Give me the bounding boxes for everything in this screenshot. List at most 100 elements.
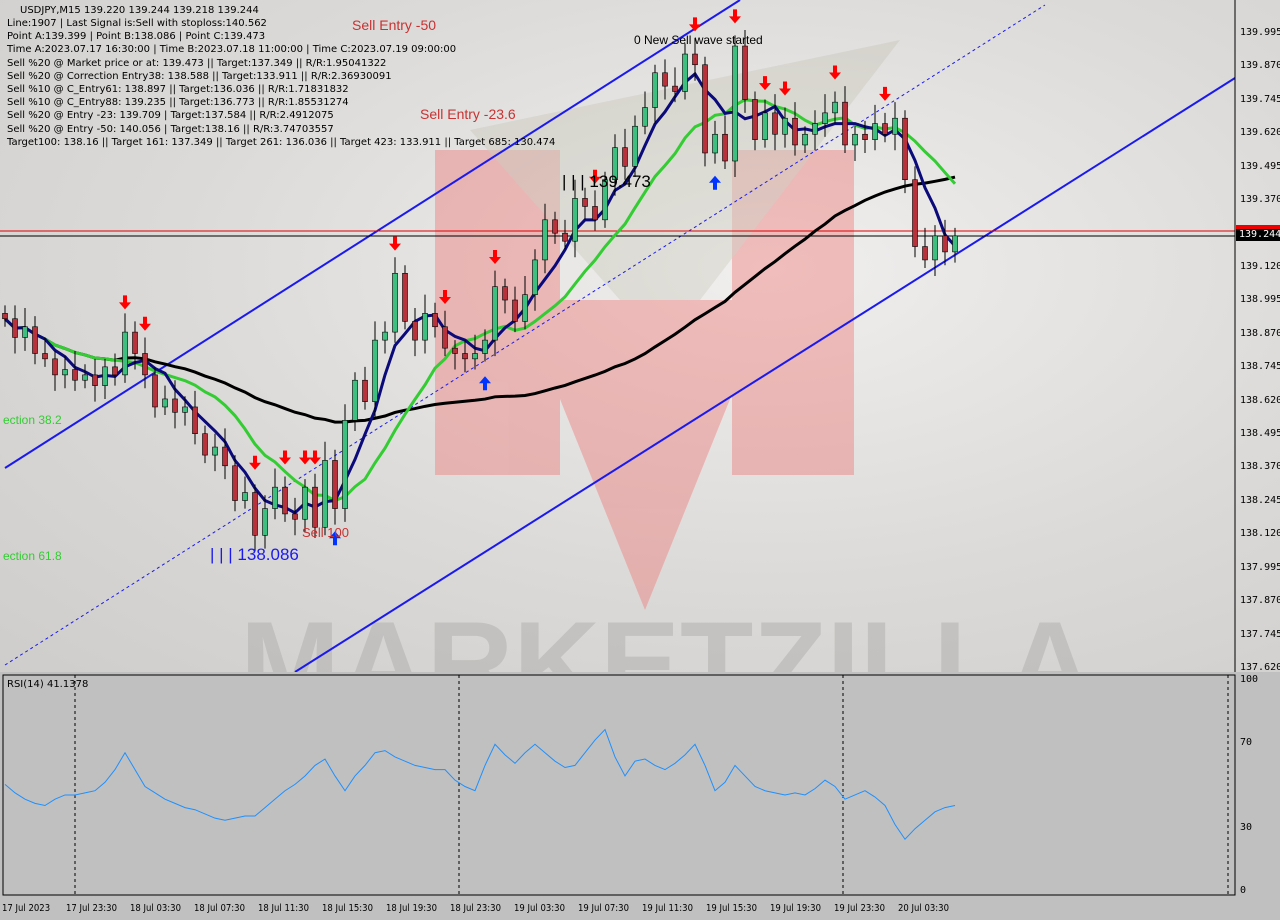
rsi-tick-label: 100 [1240,674,1259,685]
symbol-ohlc-line: USDJPY,M15 139.220 139.244 139.218 139.2… [20,5,259,16]
price-chart-canvas: MARKETZILLA [0,0,1280,672]
candle-body [912,179,918,247]
candle-body [922,246,928,261]
price-tick-label: 139.495 [1240,160,1280,172]
price-chart-pane[interactable]: MARKETZILLA USDJPY,M15 139.220 139.244 1… [0,0,1280,673]
price-tick-label: 139.620 [1240,127,1280,139]
buy-arrow-icon [329,531,341,546]
sell-arrow-icon [589,169,601,184]
candle [612,134,618,196]
price-tick-label: 138.745 [1240,361,1280,373]
candle [412,308,418,357]
candle [192,390,198,445]
signal-info-line: Time A:2023.07.17 16:30:00 | Time B:2023… [7,44,457,56]
time-tick-label: 19 Jul 03:30 [514,903,565,914]
sell-arrow-icon [309,450,321,465]
signal-info-panel: Line:1907 | Last Signal is:Sell with sto… [7,17,555,149]
candle-body [682,53,688,92]
candle-body [522,294,528,322]
candle-body [32,326,38,354]
signal-info-line: Sell %20 @ Market price or at: 139.473 |… [7,57,387,69]
candle-body [62,369,68,376]
sell-arrow-icon [439,290,451,305]
candle [542,203,548,274]
candle-body [592,206,598,221]
candle-body [792,117,798,146]
candle-body [482,339,488,354]
candle-body [652,72,658,108]
candle [622,128,628,180]
time-tick-label: 18 Jul 11:30 [258,903,309,914]
candle-body [442,326,448,349]
candle [782,107,788,148]
time-tick-label: 18 Jul 19:30 [386,903,437,914]
candle-body [252,492,258,536]
candle-body [412,321,418,341]
candle [362,366,368,410]
candle [172,380,178,429]
channel-lower-line [294,77,1236,672]
candle-body [132,331,138,354]
candle [502,278,508,314]
candle [92,358,98,402]
sell-arrow-icon [759,76,771,91]
candle [932,225,938,276]
candle [832,91,838,124]
candle-body [362,379,368,402]
rsi-tick-label: 70 [1240,737,1253,749]
price-tick-label: 138.995 [1240,294,1280,306]
candle-body [902,117,908,181]
sell-arrow-icon [779,81,791,96]
candle-body [622,147,628,167]
point-c-label: | | | 139.473 [562,172,651,191]
candle-body [192,406,198,435]
candle [422,294,428,354]
price-tick-label: 138.120 [1240,528,1280,540]
candle [892,102,898,151]
candle-body [432,313,438,328]
candle-body [182,406,188,413]
candle-body [612,147,618,181]
candle [162,385,168,415]
candle [372,321,378,418]
candle [432,302,438,338]
candle-body [162,398,168,408]
candle [22,308,28,351]
candle-body [22,326,28,338]
candle [182,396,188,426]
signal-info-line: Sell %10 @ C_Entry88: 139.235 || Target:… [7,97,349,109]
buy-arrow-icon [709,175,721,190]
candle-body [932,235,938,261]
candle [772,94,778,151]
sell-arrow-icon [689,17,701,32]
candle [402,265,408,330]
candle-body [102,366,108,386]
candle [662,59,668,100]
candle [742,29,748,113]
candle [792,102,798,156]
price-tick-label: 138.620 [1240,394,1280,406]
price-tick-label: 137.620 [1240,661,1280,673]
time-tick-label: 19 Jul 11:30 [642,903,693,914]
candle-body [292,513,298,520]
watermark-v [520,300,770,610]
candle-body [492,286,498,341]
candle [292,497,298,536]
sell-arrow-icon [299,450,311,465]
candle-body [882,123,888,135]
rsi-pane[interactable]: RSI(14) 41.1378 100 70 30 0 [0,674,1280,896]
time-tick-label: 17 Jul 2023 [2,903,51,914]
candle [902,110,908,194]
candle-body [952,235,958,253]
candle [62,356,68,389]
sell-arrow-icon [389,236,401,251]
candle [842,86,848,153]
price-tick-label: 137.995 [1240,561,1280,573]
candle [452,340,458,370]
signal-info-line: Sell %10 @ C_Entry61: 138.897 || Target:… [7,84,349,96]
candle-body [822,112,828,124]
price-tick-label: 138.245 [1240,494,1280,506]
candle [32,316,38,365]
sell-100-label: Sell 100 [302,525,349,540]
sell-arrow-icon [729,9,741,24]
